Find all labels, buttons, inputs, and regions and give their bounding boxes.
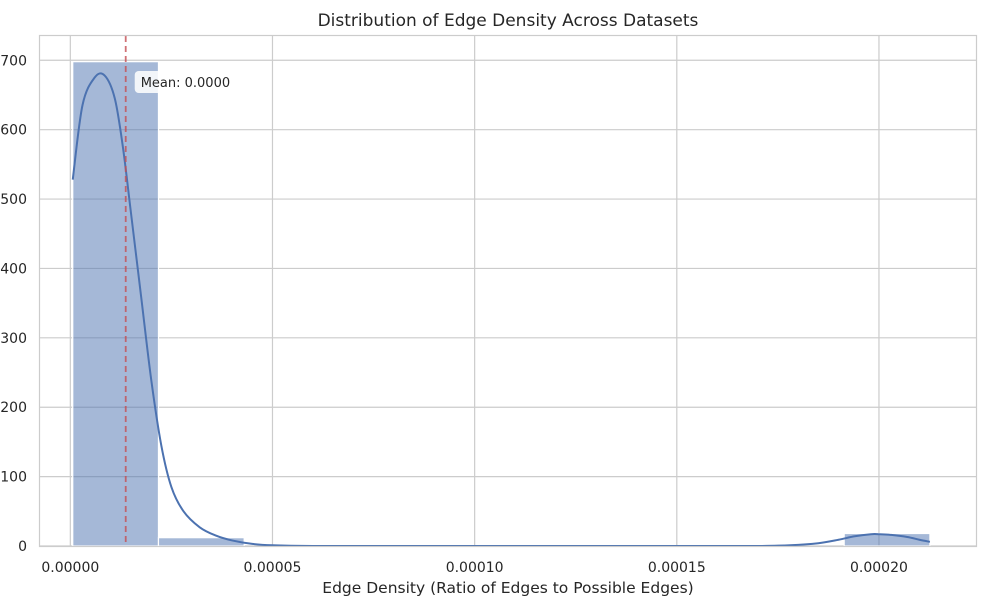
y-tick-label: 0: [18, 539, 27, 555]
x-tick-label: 0.00005: [244, 560, 302, 576]
plot-frame: [38, 34, 978, 548]
kde-curve-group: [71, 72, 931, 548]
y-tick-label: 500: [0, 192, 27, 208]
kde-curve: [71, 72, 931, 548]
x-tick-label: 0.00010: [446, 560, 504, 576]
grid-lines: [40, 36, 976, 547]
histogram-bar: [157, 537, 245, 547]
y-axis-tick-labels: 0 100 200 300 400 500 600 700: [0, 53, 27, 555]
mean-annotation-box: [134, 71, 231, 93]
x-tick-label: 0.00015: [648, 560, 706, 576]
x-tick-label: 0.00020: [850, 560, 908, 576]
x-tick-label: 0.00000: [41, 560, 99, 576]
histogram-bar: [72, 61, 160, 547]
x-axis-label: Edge Density (Ratio of Edges to Possible…: [322, 579, 693, 597]
histogram-bars: [72, 61, 931, 547]
y-tick-label: 400: [0, 261, 27, 277]
y-tick-label: 300: [0, 331, 27, 347]
y-tick-label: 200: [0, 400, 27, 416]
y-tick-label: 100: [0, 470, 27, 486]
y-tick-label: 700: [0, 53, 27, 69]
chart-title: Distribution of Edge Density Across Data…: [318, 11, 699, 31]
x-axis-tick-labels: 0.00000 0.00005 0.00010 0.00015 0.00020: [41, 560, 908, 576]
mean-line-group: Mean: 0.0000: [124, 36, 231, 546]
y-tick-label: 600: [0, 123, 27, 139]
mean-annotation-label: Mean: 0.0000: [141, 76, 230, 91]
